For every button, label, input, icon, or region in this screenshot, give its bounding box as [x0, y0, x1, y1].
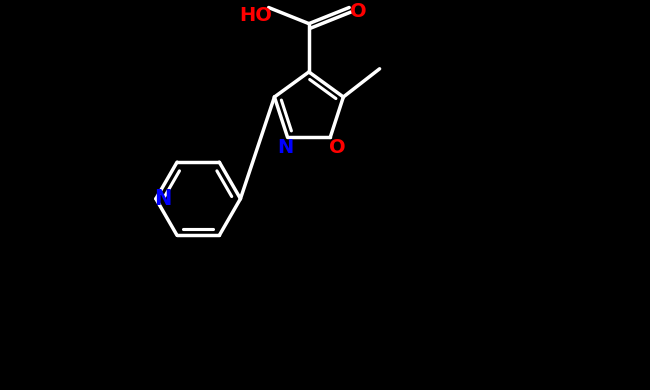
Text: O: O — [330, 138, 346, 157]
Text: HO: HO — [239, 5, 272, 25]
Text: N: N — [154, 189, 172, 209]
Text: N: N — [277, 138, 293, 157]
Text: O: O — [350, 2, 366, 21]
